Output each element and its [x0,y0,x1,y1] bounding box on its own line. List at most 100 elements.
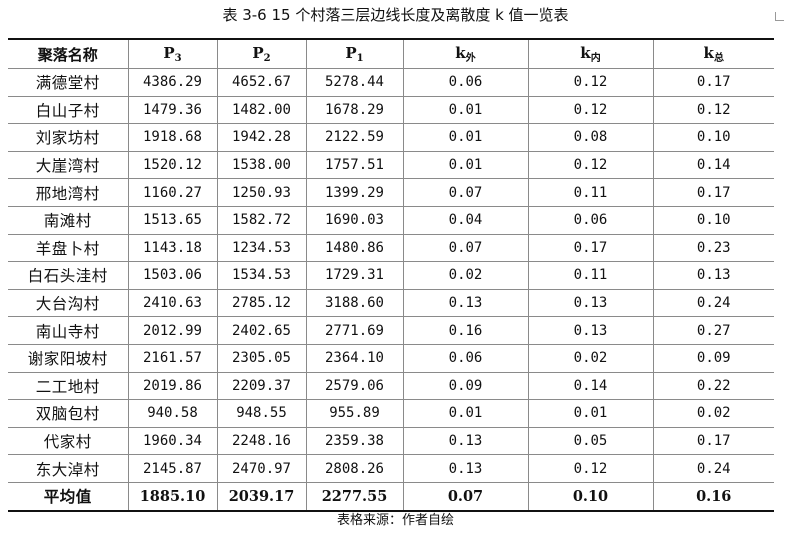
p3-cell: 1520.12 [127,150,218,180]
header-subscript: 1 [356,53,364,64]
p3-cell: 4386.29 [127,68,218,97]
k-inner-cell: 0.13 [527,316,654,345]
table-row: 刘家坊村 1918.68 1942.28 2122.59 0.01 0.08 0.10 [8,123,774,152]
p2-cell: 1482.00 [216,95,307,125]
table-row: 白山子村 1479.36 1482.00 1678.29 0.01 0.12 0.12 [8,95,774,125]
p2-cell: 2248.16 [216,426,307,456]
k-outer-cell: 0.01 [402,150,529,180]
table-row: 白石头洼村 1503.06 1534.53 1729.31 0.02 0.11 0.13 [8,261,774,290]
k-outer-cell: 0.07 [402,481,529,512]
p2-cell: 1538.00 [216,150,307,180]
p1-cell: 955.89 [305,399,404,428]
village-name-cell: 二工地村 [8,371,129,401]
table-row: 代家村 1960.34 2248.16 2359.38 0.13 0.05 0.17 [8,426,774,456]
k-total-cell: 0.17 [652,68,774,97]
p3-cell: 2410.63 [127,288,218,318]
table-row: 大崖湾村 1520.12 1538.00 1757.51 0.01 0.12 0.14 [8,150,774,180]
k-total-cell: 0.17 [652,426,774,456]
k-total-cell: 0.22 [652,371,774,401]
p2-cell: 4652.67 [216,68,307,97]
p2-cell: 948.55 [216,399,307,428]
header-k-inner: k内 [527,38,654,69]
p1-cell: 1399.29 [305,178,404,207]
p1-cell: 2122.59 [305,123,404,152]
k-outer-cell: 0.13 [402,426,529,456]
village-name-cell: 谢家阳坡村 [8,343,129,373]
village-name-cell: 白石头洼村 [8,261,129,290]
k-inner-cell: 0.05 [527,426,654,456]
p1-cell: 1729.31 [305,261,404,290]
p1-cell: 5278.44 [305,68,404,97]
corner-mark [775,12,784,21]
p1-cell: 2364.10 [305,343,404,373]
table-row: 邢地湾村 1160.27 1250.93 1399.29 0.07 0.11 0.17 [8,178,774,207]
p2-cell: 2470.97 [216,454,307,483]
p2-cell: 1534.53 [216,261,307,290]
k-inner-cell: 0.10 [527,481,654,512]
p3-cell: 1918.68 [127,123,218,152]
village-name-cell: 大崖湾村 [8,150,129,180]
p3-cell: 940.58 [127,399,218,428]
village-name-cell: 南滩村 [8,205,129,235]
p3-cell: 1503.06 [127,261,218,290]
k-inner-cell: 0.12 [527,68,654,97]
k-total-cell: 0.24 [652,288,774,318]
table-row: 双脑包村 940.58 948.55 955.89 0.01 0.01 0.02 [8,399,774,428]
p1-cell: 1757.51 [305,150,404,180]
k-outer-cell: 0.09 [402,371,529,401]
p3-cell: 2161.57 [127,343,218,373]
p2-cell: 2402.65 [216,316,307,345]
table-row: 满德堂村 4386.29 4652.67 5278.44 0.06 0.12 0.17 [8,68,774,97]
k-inner-cell: 0.14 [527,371,654,401]
header-main-text: P [163,44,175,62]
k-outer-cell: 0.13 [402,454,529,483]
header-name: 聚落名称 [8,38,129,69]
table-row: 二工地村 2019.86 2209.37 2579.06 0.09 0.14 0.22 [8,371,774,401]
header-k-outer: k外 [402,38,529,69]
k-outer-cell: 0.02 [402,261,529,290]
k-inner-cell: 0.02 [527,343,654,373]
k-total-cell: 0.24 [652,454,774,483]
k-outer-cell: 0.04 [402,205,529,235]
p2-cell: 2305.05 [216,343,307,373]
header-main-text: P [345,44,357,62]
k-inner-cell: 0.01 [527,399,654,428]
table-body: 满德堂村 4386.29 4652.67 5278.44 0.06 0.12 0.17 白山子… [8,68,774,512]
header-subscript: 内 [590,53,601,64]
p1-cell: 2359.38 [305,426,404,456]
k-inner-cell: 0.12 [527,454,654,483]
p3-cell: 1513.65 [127,205,218,235]
village-name-cell: 大台沟村 [8,288,129,318]
p2-cell: 1234.53 [216,233,307,263]
p1-cell: 2277.55 [305,481,404,512]
header-main-text: k [580,44,591,62]
p3-cell: 2145.87 [127,454,218,483]
p2-cell: 2039.17 [216,481,307,512]
k-inner-cell: 0.08 [527,123,654,152]
table-row: 谢家阳坡村 2161.57 2305.05 2364.10 0.06 0.02 0.09 [8,343,774,373]
k-total-cell: 0.14 [652,150,774,180]
p3-cell: 2012.99 [127,316,218,345]
village-name-cell: 邢地湾村 [8,178,129,207]
k-inner-cell: 0.12 [527,150,654,180]
header-p1: P1 [305,38,404,69]
table-source-note: 表格来源：作者自绘 [336,513,454,528]
p1-cell: 1690.03 [305,205,404,235]
p3-cell: 2019.86 [127,371,218,401]
table-row: 东大淖村 2145.87 2470.97 2808.26 0.13 0.12 0.24 [8,454,774,483]
p3-cell: 1885.10 [127,481,218,512]
p2-cell: 2209.37 [216,371,307,401]
k-outer-cell: 0.06 [402,68,529,97]
village-name-cell: 双脑包村 [8,399,129,428]
table-caption: 表 3-6 15 个村落三层边线长度及离散度 k 值一览表 [222,6,569,24]
p2-cell: 1942.28 [216,123,307,152]
header-p3: P3 [127,38,218,69]
k-inner-cell: 0.17 [527,233,654,263]
k-inner-cell: 0.11 [527,178,654,207]
table-row: 大台沟村 2410.63 2785.12 3188.60 0.13 0.13 0.24 [8,288,774,318]
p1-cell: 3188.60 [305,288,404,318]
table-row: 南山寺村 2012.99 2402.65 2771.69 0.16 0.13 0.27 [8,316,774,345]
p2-cell: 1582.72 [216,205,307,235]
k-inner-cell: 0.13 [527,288,654,318]
header-subscript: 2 [263,53,271,64]
